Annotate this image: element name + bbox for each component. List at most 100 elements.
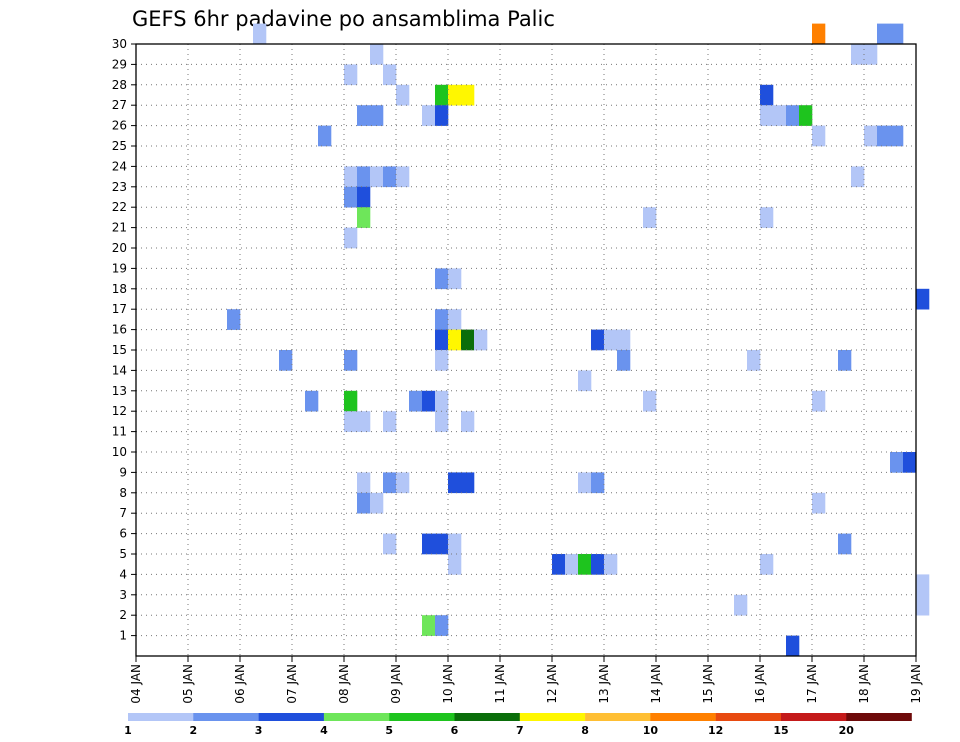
x-tick-label: 11 JAN (493, 664, 507, 704)
y-tick-label: 3 (119, 588, 127, 602)
precip-cell (448, 533, 462, 555)
precip-cell (383, 166, 397, 188)
y-tick-label: 9 (119, 465, 127, 479)
precip-cell (435, 309, 449, 330)
y-tick-label: 1 (119, 629, 127, 643)
colorbar-label: 2 (189, 724, 197, 737)
y-tick-label: 16 (112, 323, 127, 337)
x-tick-label: 06 JAN (233, 664, 247, 704)
y-tick-label: 15 (112, 343, 127, 357)
precip-cell (422, 390, 436, 412)
precip-cell (877, 125, 891, 147)
colorbar-label: 20 (839, 724, 855, 737)
precip-cell (344, 350, 358, 371)
precip-cell (357, 492, 371, 514)
precip-cell (604, 329, 618, 351)
y-tick-label: 27 (112, 98, 127, 112)
precip-cell (344, 186, 358, 208)
x-tick-label: 08 JAN (337, 664, 351, 704)
precip-cell (344, 390, 358, 412)
chart-title: GEFS 6hr padavine po ansamblima Palic (132, 7, 555, 31)
colorbar-label: 15 (773, 724, 788, 737)
precip-cell (578, 370, 592, 392)
y-tick-label: 28 (112, 78, 127, 92)
x-tick-label: 18 JAN (857, 664, 871, 704)
precip-cell (760, 554, 774, 575)
precip-cell (890, 23, 904, 45)
x-tick-label: 13 JAN (597, 664, 611, 704)
colorbar-swatch (650, 713, 716, 721)
x-tick-label: 05 JAN (181, 664, 195, 704)
colorbar-label: 7 (516, 724, 524, 737)
precip-cell (864, 125, 878, 147)
y-tick-label: 24 (112, 159, 127, 173)
colorbar-swatch (715, 713, 782, 721)
precip-cell (370, 44, 384, 65)
y-tick-label: 5 (119, 547, 127, 561)
colorbar-label: 4 (320, 724, 328, 737)
y-tick-label: 21 (112, 221, 127, 235)
precip-cell (617, 329, 631, 351)
precip-cell (877, 23, 891, 45)
y-tick-label: 12 (112, 404, 127, 418)
precip-cell (773, 105, 787, 126)
precip-cell (799, 105, 813, 126)
precip-cell (734, 594, 748, 616)
y-tick-label: 8 (119, 486, 127, 500)
colorbar-swatch (519, 713, 586, 721)
x-tick-label: 10 JAN (441, 664, 455, 704)
y-tick-label: 13 (112, 384, 127, 398)
y-tick-label: 25 (112, 139, 127, 153)
precip-cell (851, 166, 865, 188)
precip-cell (344, 64, 358, 86)
precip-cell (344, 227, 358, 249)
colorbar-swatch (846, 713, 912, 721)
colorbar-swatch (193, 713, 259, 721)
precip-cell (422, 533, 436, 555)
precip-cell (838, 350, 852, 371)
colorbar-label: 6 (451, 724, 459, 737)
precip-cell (812, 23, 826, 45)
x-tick-label: 09 JAN (389, 664, 403, 704)
y-tick-label: 30 (112, 37, 127, 51)
y-tick-label: 18 (112, 282, 127, 296)
precip-cell (357, 411, 371, 432)
x-tick-label: 07 JAN (285, 664, 299, 704)
precip-cell (435, 390, 449, 412)
y-axis: 1234567891011121314151617181920212223242… (112, 37, 136, 643)
precip-cell (838, 533, 852, 555)
precip-cell (565, 554, 579, 575)
precip-cell (903, 452, 917, 473)
y-tick-label: 26 (112, 119, 127, 133)
precip-cell (435, 350, 449, 371)
precip-cell (591, 329, 605, 351)
precip-cell (604, 554, 618, 575)
precip-cell (890, 125, 904, 147)
precip-cell (916, 574, 930, 596)
x-tick-label: 15 JAN (701, 664, 715, 704)
colorbar-swatch (389, 713, 455, 721)
colorbar-swatch (585, 713, 651, 721)
x-tick-label: 19 JAN (909, 664, 923, 704)
colorbar-label: 12 (708, 724, 723, 737)
colorbar-label: 3 (255, 724, 263, 737)
precip-cell (357, 207, 371, 228)
precip-cell (786, 635, 800, 657)
precip-cell (357, 472, 371, 494)
precip-cell (812, 492, 826, 514)
precip-cell (448, 84, 462, 106)
colorbar-label: 1 (124, 724, 132, 737)
precip-cell (578, 472, 592, 494)
precip-cell (760, 84, 774, 106)
y-tick-label: 17 (112, 302, 127, 316)
precip-cell (760, 207, 774, 228)
precip-cell (435, 329, 449, 351)
precip-cell (396, 84, 410, 106)
precip-cell (747, 350, 761, 371)
colorbar-label: 8 (581, 724, 589, 737)
precip-cell (383, 64, 397, 86)
precip-cell (370, 166, 384, 188)
precip-cell (643, 207, 657, 228)
y-tick-label: 6 (119, 527, 127, 541)
